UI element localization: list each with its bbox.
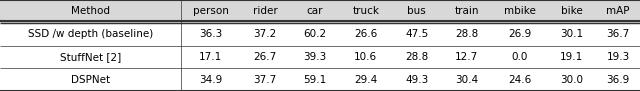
Text: 59.1: 59.1 (303, 75, 326, 85)
Text: SSD /w depth (baseline): SSD /w depth (baseline) (28, 29, 154, 39)
Text: 30.0: 30.0 (560, 75, 583, 85)
Text: 37.7: 37.7 (253, 75, 277, 85)
Text: 37.2: 37.2 (253, 29, 277, 39)
Text: 26.6: 26.6 (355, 29, 378, 39)
Text: 0.0: 0.0 (511, 52, 528, 62)
Text: 26.7: 26.7 (253, 52, 277, 62)
Text: 36.7: 36.7 (606, 29, 630, 39)
Text: 60.2: 60.2 (303, 29, 326, 39)
Text: bus: bus (407, 6, 426, 16)
Text: StuffNet [2]: StuffNet [2] (60, 52, 122, 62)
Text: rider: rider (253, 6, 278, 16)
Text: Method: Method (71, 6, 110, 16)
Text: mAP: mAP (606, 6, 630, 16)
FancyBboxPatch shape (0, 0, 640, 23)
Text: train: train (454, 6, 479, 16)
Text: person: person (193, 6, 228, 16)
Text: mbike: mbike (504, 6, 536, 16)
Text: car: car (307, 6, 323, 16)
Text: truck: truck (353, 6, 380, 16)
Text: 47.5: 47.5 (405, 29, 428, 39)
Text: 19.3: 19.3 (606, 52, 630, 62)
Text: 19.1: 19.1 (560, 52, 583, 62)
Text: 36.9: 36.9 (606, 75, 630, 85)
Text: 24.6: 24.6 (508, 75, 531, 85)
Text: 28.8: 28.8 (405, 52, 428, 62)
Text: 12.7: 12.7 (455, 52, 478, 62)
Text: 26.9: 26.9 (508, 29, 531, 39)
Text: 28.8: 28.8 (455, 29, 478, 39)
Text: 36.3: 36.3 (199, 29, 222, 39)
Text: 49.3: 49.3 (405, 75, 428, 85)
Text: 29.4: 29.4 (355, 75, 378, 85)
Text: 30.4: 30.4 (455, 75, 478, 85)
Text: DSPNet: DSPNet (71, 75, 110, 85)
Text: 17.1: 17.1 (199, 52, 222, 62)
Text: 34.9: 34.9 (199, 75, 222, 85)
Text: bike: bike (561, 6, 582, 16)
Text: 10.6: 10.6 (355, 52, 378, 62)
Text: 30.1: 30.1 (560, 29, 583, 39)
Text: 39.3: 39.3 (303, 52, 326, 62)
